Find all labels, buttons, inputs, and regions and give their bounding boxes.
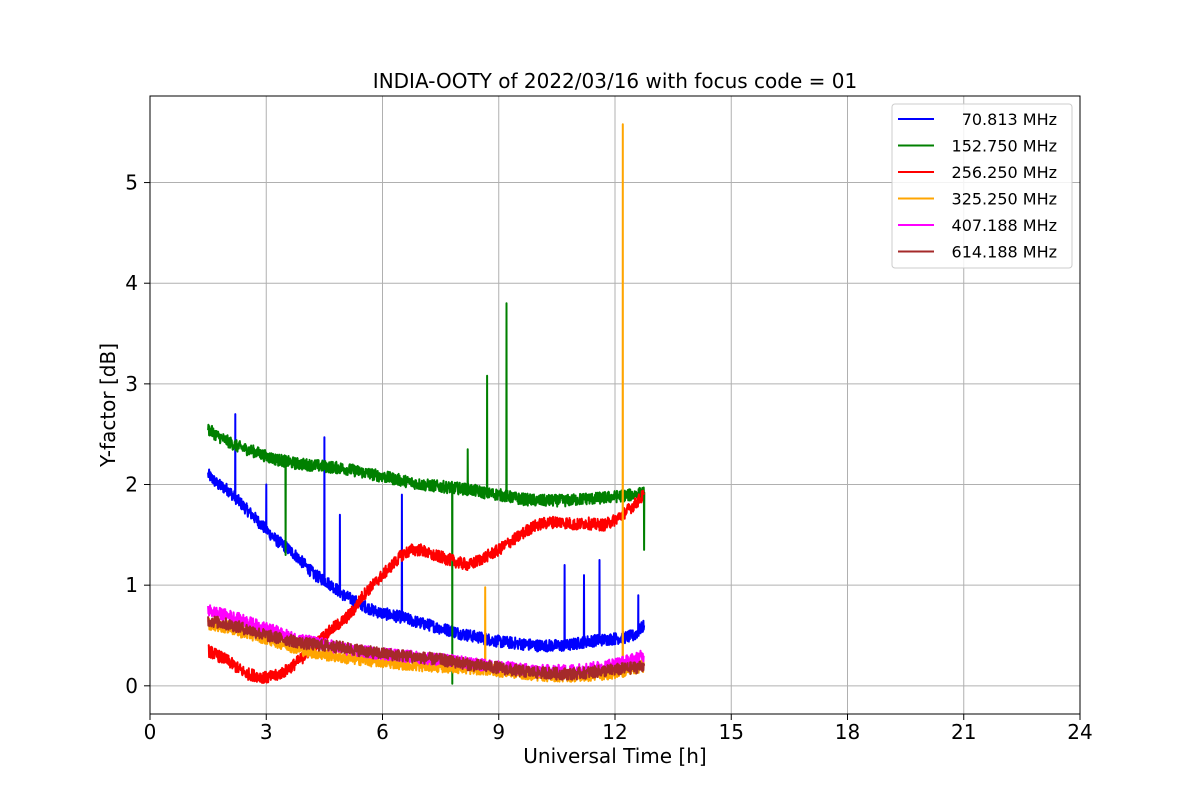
- x-tick-label: 9: [492, 720, 505, 744]
- x-tick-label: 21: [951, 720, 976, 744]
- x-tick-label: 15: [719, 720, 744, 744]
- x-tick-label: 24: [1067, 720, 1092, 744]
- y-axis-title: Y-factor [dB]: [96, 343, 120, 468]
- chart-title: INDIA-OOTY of 2022/03/16 with focus code…: [373, 69, 857, 93]
- x-tick-label: 18: [835, 720, 860, 744]
- y-tick-label: 5: [125, 171, 138, 195]
- y-tick-label: 0: [125, 674, 138, 698]
- y-axis-ticks: 0 1 2 3 4 5: [125, 171, 150, 698]
- legend-label: 152.750 MHz: [952, 137, 1057, 156]
- series-line: [207, 302, 646, 685]
- x-tick-label: 12: [602, 720, 627, 744]
- y-tick-label: 2: [125, 473, 138, 497]
- legend-label: 256.250 MHz: [952, 163, 1057, 182]
- y-tick-label: 4: [125, 271, 138, 295]
- y-tick-label: 3: [125, 372, 138, 396]
- x-tick-label: 3: [260, 720, 273, 744]
- legend-label: 70.813 MHz: [962, 110, 1057, 129]
- y-tick-label: 1: [125, 573, 138, 597]
- x-axis-title: Universal Time [h]: [523, 744, 706, 768]
- series-line: [207, 413, 646, 653]
- x-axis-ticks: 0 3 6 9 12 15 18 21 24: [144, 714, 1093, 744]
- legend: 70.813 MHz 152.750 MHz 256.250 MHz 325.250 …: [891, 103, 1073, 269]
- series-lines: [207, 123, 646, 685]
- legend-label: 325.250 MHz: [952, 190, 1057, 209]
- series-line: [207, 615, 646, 681]
- x-tick-label: 6: [376, 720, 389, 744]
- legend-label: 614.188 MHz: [952, 243, 1057, 262]
- legend-label: 407.188 MHz: [952, 216, 1057, 235]
- x-tick-label: 0: [144, 720, 157, 744]
- legend-box: [891, 103, 1073, 269]
- series-line: [207, 489, 646, 684]
